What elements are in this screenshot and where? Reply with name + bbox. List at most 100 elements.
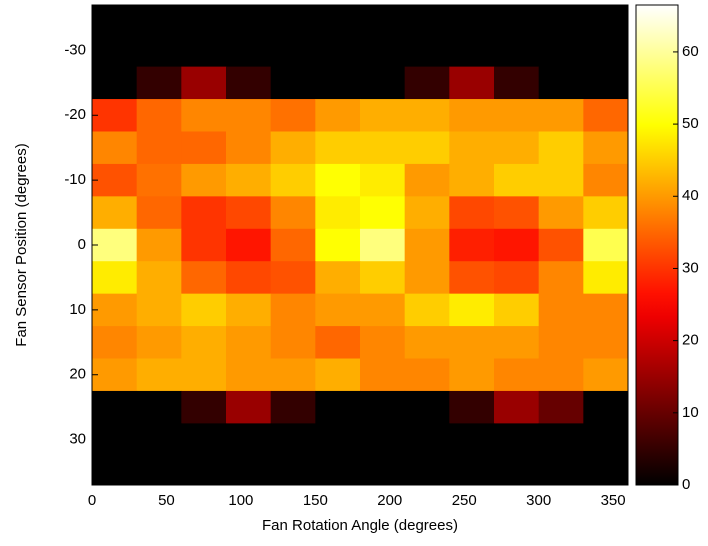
x-tick-label: 300 xyxy=(526,492,551,509)
heat-cell xyxy=(449,228,495,262)
heat-cell xyxy=(449,293,495,327)
heat-cell xyxy=(404,131,450,165)
heat-cell xyxy=(315,163,361,197)
heat-cell xyxy=(270,131,316,165)
heat-cell xyxy=(583,390,629,424)
heat-cell xyxy=(181,293,227,327)
heat-cell xyxy=(360,390,406,424)
heat-cell xyxy=(494,131,540,165)
heat-cell xyxy=(494,228,540,262)
heat-cell xyxy=(226,358,272,392)
heat-cell xyxy=(181,196,227,230)
heat-cell xyxy=(404,196,450,230)
heat-cell xyxy=(404,455,450,486)
heat-cell xyxy=(449,131,495,165)
heat-cell xyxy=(494,293,540,327)
heat-cell xyxy=(226,5,272,35)
heat-cell xyxy=(136,358,182,392)
heat-cell xyxy=(494,455,540,486)
y-tick-label: 20 xyxy=(69,366,86,383)
heat-cell xyxy=(92,66,138,100)
colorbar-tick-label: 20 xyxy=(682,332,699,349)
heat-cell xyxy=(404,34,450,68)
heat-cell xyxy=(538,131,584,165)
heat-cell xyxy=(360,358,406,392)
heat-cell xyxy=(538,99,584,132)
heat-cell xyxy=(583,293,629,327)
heat-cell xyxy=(538,326,584,360)
heat-cell xyxy=(404,163,450,197)
heat-cell xyxy=(583,66,629,100)
heat-cell xyxy=(583,5,629,35)
heat-cell xyxy=(181,163,227,197)
heat-cell xyxy=(181,5,227,35)
heat-cell xyxy=(226,163,272,197)
heat-cell xyxy=(360,196,406,230)
heat-cell xyxy=(270,196,316,230)
heat-cell xyxy=(583,34,629,68)
heat-cell xyxy=(494,423,540,457)
heat-cell xyxy=(360,99,406,132)
heat-cell xyxy=(360,163,406,197)
colorbar xyxy=(635,4,679,486)
heat-cell xyxy=(92,293,138,327)
heat-cell xyxy=(538,261,584,295)
heat-cell xyxy=(270,390,316,424)
heat-cell xyxy=(136,455,182,486)
heat-cell xyxy=(315,390,361,424)
heat-cell xyxy=(92,34,138,68)
x-tick-label: 150 xyxy=(303,492,328,509)
heat-cell xyxy=(404,390,450,424)
heat-cell xyxy=(226,293,272,327)
colorbar-tick-label: 60 xyxy=(682,43,699,60)
heat-cell xyxy=(315,196,361,230)
heat-cell xyxy=(583,228,629,262)
colorbar-tick-label: 50 xyxy=(682,115,699,132)
heat-cell xyxy=(136,163,182,197)
heat-cell xyxy=(226,99,272,132)
heat-cell xyxy=(181,66,227,100)
heat-cell xyxy=(538,390,584,424)
heat-cell xyxy=(583,131,629,165)
y-tick-label: 10 xyxy=(69,301,86,318)
heat-cell xyxy=(494,163,540,197)
heat-cell xyxy=(226,423,272,457)
heat-cell xyxy=(92,131,138,165)
heat-cell xyxy=(538,455,584,486)
heat-cell xyxy=(538,228,584,262)
heat-cell xyxy=(360,131,406,165)
heat-cell xyxy=(315,358,361,392)
colorbar-tick-label: 40 xyxy=(682,187,699,204)
y-tick-label: 0 xyxy=(78,236,86,253)
heat-cell xyxy=(226,66,272,100)
heat-cell xyxy=(315,66,361,100)
heat-cell xyxy=(315,261,361,295)
heat-cell xyxy=(92,196,138,230)
heat-cell xyxy=(92,228,138,262)
x-axis-label: Fan Rotation Angle (degrees) xyxy=(262,517,458,534)
y-axis-label: Fan Sensor Position (degrees) xyxy=(13,143,30,346)
heat-cell xyxy=(270,293,316,327)
heat-cell xyxy=(583,163,629,197)
heat-cell xyxy=(136,131,182,165)
heat-cell xyxy=(226,131,272,165)
heat-cell xyxy=(181,261,227,295)
heat-cell xyxy=(538,358,584,392)
heat-cell xyxy=(315,423,361,457)
heat-cell xyxy=(538,423,584,457)
heat-cell xyxy=(181,326,227,360)
heat-cell xyxy=(538,5,584,35)
heat-cell xyxy=(404,5,450,35)
heat-cell xyxy=(270,326,316,360)
heat-cell xyxy=(315,99,361,132)
heat-cell xyxy=(92,390,138,424)
heat-cell xyxy=(136,423,182,457)
heat-cell xyxy=(92,163,138,197)
heat-cell xyxy=(315,5,361,35)
heat-cell xyxy=(494,261,540,295)
heat-cell xyxy=(449,66,495,100)
x-tick-label: 100 xyxy=(228,492,253,509)
heat-cell xyxy=(136,228,182,262)
heat-cell xyxy=(449,390,495,424)
heat-cell xyxy=(181,455,227,486)
